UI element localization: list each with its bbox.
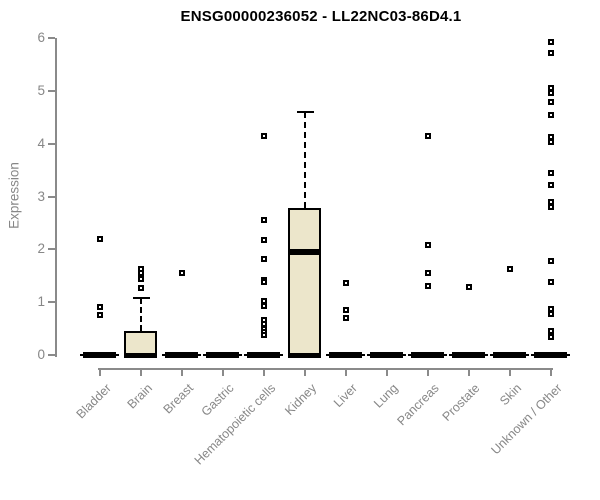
category-label: Prostate: [440, 381, 483, 424]
outlier-point: [548, 49, 554, 56]
category-label: Gastric: [199, 381, 237, 419]
y-tick-label: 3: [37, 188, 45, 204]
x-axis-tick: [222, 368, 224, 376]
x-axis-tick: [304, 368, 306, 376]
outlier-point: [261, 256, 267, 263]
x-axis-tick: [263, 368, 265, 376]
outlier-point: [343, 307, 349, 314]
outlier-point: [548, 204, 554, 211]
whisker-cap: [133, 296, 150, 299]
y-axis-tick: [48, 195, 55, 198]
y-axis-tick: [48, 142, 55, 145]
outlier-point: [466, 284, 472, 291]
outlier-point: [425, 242, 431, 249]
x-axis-tick: [468, 368, 470, 376]
x-axis-tick: [509, 368, 511, 376]
y-axis-tick: [48, 89, 55, 92]
y-tick-label: 6: [37, 30, 45, 45]
box-iqr: [288, 208, 321, 358]
whisker-line: [140, 297, 142, 332]
outlier-point: [507, 265, 513, 272]
outlier-point: [548, 99, 554, 106]
category-label: Hematopoietic cells: [191, 381, 278, 468]
x-axis-tick: [386, 368, 388, 376]
category-label: Skin: [496, 381, 524, 409]
x-axis-tick: [181, 368, 183, 376]
y-axis-tick: [48, 354, 55, 356]
category-label: Pancreas: [394, 381, 442, 429]
category-label: Kidney: [281, 381, 319, 418]
outlier-point: [425, 283, 431, 290]
x-axis-tick: [140, 368, 142, 376]
outlier-point: [97, 304, 103, 311]
outlier-point: [261, 132, 267, 139]
outlier-point: [261, 236, 267, 243]
category-label: Lung: [371, 381, 401, 411]
outlier-point: [548, 170, 554, 177]
outlier-point: [548, 181, 554, 188]
outlier-point: [261, 217, 267, 224]
y-tick-label: 5: [37, 82, 45, 98]
zero-box-bar: [534, 352, 567, 358]
x-axis-line: [98, 368, 553, 370]
y-tick-label: 2: [37, 241, 45, 257]
y-axis-tick: [48, 301, 55, 304]
category-label: Liver: [330, 381, 360, 411]
zero-box-bar: [206, 352, 239, 358]
zero-box-bar: [411, 352, 444, 358]
x-axis-tick: [550, 368, 552, 376]
zero-box-bar: [370, 352, 403, 358]
outlier-point: [425, 270, 431, 277]
outlier-point: [548, 111, 554, 118]
outlier-point: [548, 85, 554, 92]
outlier-point: [261, 332, 267, 339]
y-tick-label: 4: [37, 135, 45, 151]
outlier-point: [548, 328, 554, 335]
x-axis-tick: [427, 368, 429, 376]
outlier-point: [548, 198, 554, 205]
chart-title: ENSG00000236052 - LL22NC03-86D4.1: [180, 8, 462, 25]
category-label: Bladder: [73, 381, 114, 422]
outlier-point: [548, 310, 554, 317]
outlier-point: [343, 315, 349, 322]
y-axis-line: [55, 38, 57, 357]
outlier-point: [97, 235, 103, 242]
outlier-point: [548, 90, 554, 97]
box-iqr: [124, 331, 157, 358]
zero-box-bar: [452, 352, 485, 358]
category-label: Breast: [160, 381, 196, 417]
outlier-point: [548, 257, 554, 264]
category-label: Brain: [124, 381, 155, 412]
outlier-point: [548, 279, 554, 286]
outlier-point: [548, 333, 554, 340]
outlier-point: [138, 270, 144, 277]
whisker-cap: [297, 110, 314, 113]
zero-box-bar: [83, 352, 116, 358]
category-label: Unknown / Other: [488, 381, 565, 458]
outlier-point: [179, 270, 185, 277]
whisker-line: [304, 111, 306, 209]
outlier-point: [261, 279, 267, 286]
x-axis-tick: [99, 368, 101, 376]
zero-box-bar: [493, 352, 526, 358]
zero-box-bar: [165, 352, 198, 358]
x-axis-tick: [345, 368, 347, 376]
outlier-point: [548, 139, 554, 146]
outlier-point: [97, 312, 103, 319]
outlier-point: [343, 280, 349, 287]
y-axis-tick: [48, 248, 55, 251]
y-tick-label: 1: [37, 294, 45, 310]
zero-box-bar: [329, 352, 362, 358]
outlier-point: [138, 285, 144, 292]
outlier-point: [138, 275, 144, 282]
y-tick-label: 0: [37, 347, 45, 362]
zero-box-bar: [247, 352, 280, 358]
outlier-point: [548, 38, 554, 45]
outlier-point: [261, 302, 267, 309]
outlier-point: [425, 132, 431, 139]
median-line: [288, 248, 321, 255]
y-axis-tick: [48, 37, 55, 39]
